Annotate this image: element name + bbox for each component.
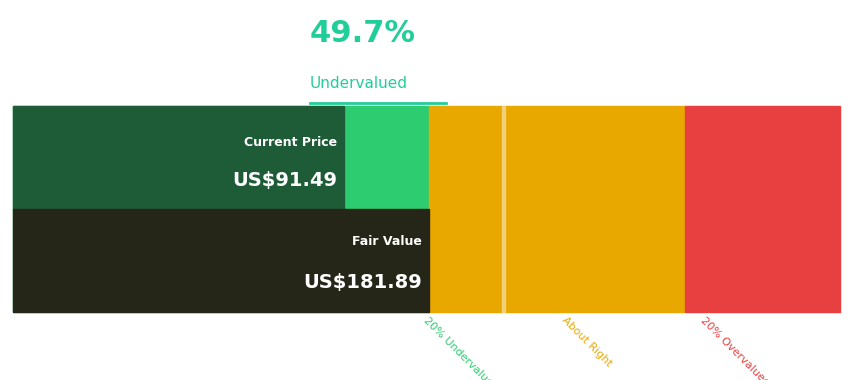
Text: US$181.89: US$181.89 <box>303 273 422 292</box>
Text: Current Price: Current Price <box>244 136 337 149</box>
Text: 20% Overvalued: 20% Overvalued <box>698 315 770 380</box>
Text: Undervalued: Undervalued <box>309 76 407 91</box>
Bar <box>429 106 503 312</box>
Bar <box>685 106 839 312</box>
Text: US$91.49: US$91.49 <box>232 171 337 190</box>
Text: 20% Undervalued: 20% Undervalued <box>422 315 499 380</box>
Text: About Right: About Right <box>560 315 613 369</box>
Bar <box>13 106 343 209</box>
Bar <box>13 106 429 312</box>
Text: Fair Value: Fair Value <box>352 235 422 249</box>
Text: 49.7%: 49.7% <box>309 19 415 48</box>
Bar <box>13 209 429 312</box>
Bar <box>503 106 685 312</box>
Bar <box>501 106 504 312</box>
